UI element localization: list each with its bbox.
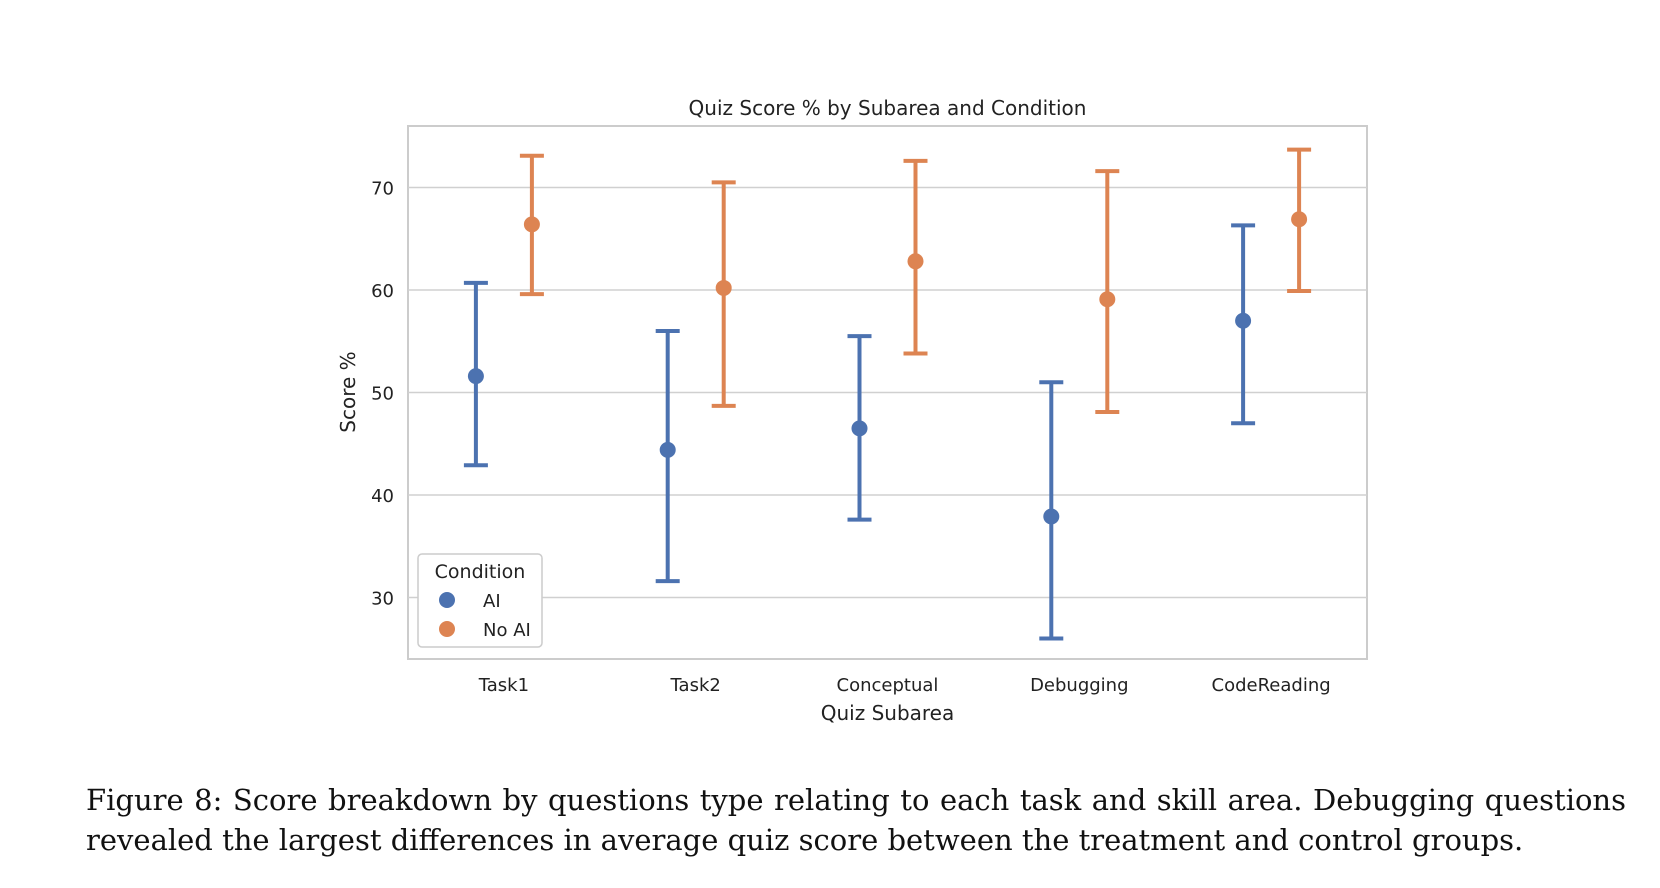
- legend-marker-no-ai: [439, 621, 455, 637]
- x-tick-labels: Task1 Task2 Conceptual Debugging CodeReading: [478, 675, 1331, 696]
- point-no-ai-task2: [715, 279, 732, 296]
- x-axis-label: Quiz Subarea: [821, 701, 955, 725]
- legend: Condition AI No AI: [417, 553, 543, 648]
- x-tick-label-task1: Task1: [478, 675, 529, 696]
- y-tick-labels: 30 40 50 60 70: [371, 179, 394, 610]
- figure-caption: Figure 8: Score breakdown by questions t…: [86, 783, 1626, 857]
- x-tick-label-debugging: Debugging: [1030, 675, 1128, 696]
- gridlines: [408, 186, 1367, 599]
- legend-marker-ai: [439, 592, 455, 608]
- chart: 30 40 50 60 70 Task1 Task2 Conceptual Debugging…: [336, 96, 1368, 725]
- point-no-ai-debugging: [1099, 291, 1116, 308]
- point-ai-task1: [467, 368, 484, 385]
- chart-title: Quiz Score % by Subarea and Condition: [689, 96, 1087, 120]
- point-no-ai-task1: [523, 216, 540, 233]
- point-ai-codereading: [1235, 312, 1252, 329]
- x-tick-label-conceptual: Conceptual: [837, 675, 939, 696]
- y-tick-label-40: 40: [371, 486, 394, 507]
- y-tick-label-30: 30: [371, 589, 394, 610]
- legend-label-ai: AI: [483, 591, 501, 612]
- y-axis-label: Score %: [336, 351, 360, 432]
- legend-label-no-ai: No AI: [483, 620, 531, 641]
- x-tick-label-task2: Task2: [670, 675, 721, 696]
- point-no-ai-codereading: [1291, 211, 1308, 228]
- y-tick-label-50: 50: [371, 384, 394, 405]
- series-marks: [463, 147, 1312, 641]
- point-ai-task2: [659, 441, 676, 458]
- series-no-ai: [519, 147, 1312, 414]
- point-ai-debugging: [1043, 508, 1060, 525]
- series-ai: [463, 223, 1256, 641]
- y-tick-label-60: 60: [371, 281, 394, 302]
- point-no-ai-conceptual: [907, 253, 924, 270]
- point-ai-conceptual: [851, 420, 868, 437]
- x-tick-label-codereading: CodeReading: [1212, 675, 1331, 696]
- legend-title: Condition: [435, 561, 526, 583]
- y-tick-label-70: 70: [371, 179, 394, 200]
